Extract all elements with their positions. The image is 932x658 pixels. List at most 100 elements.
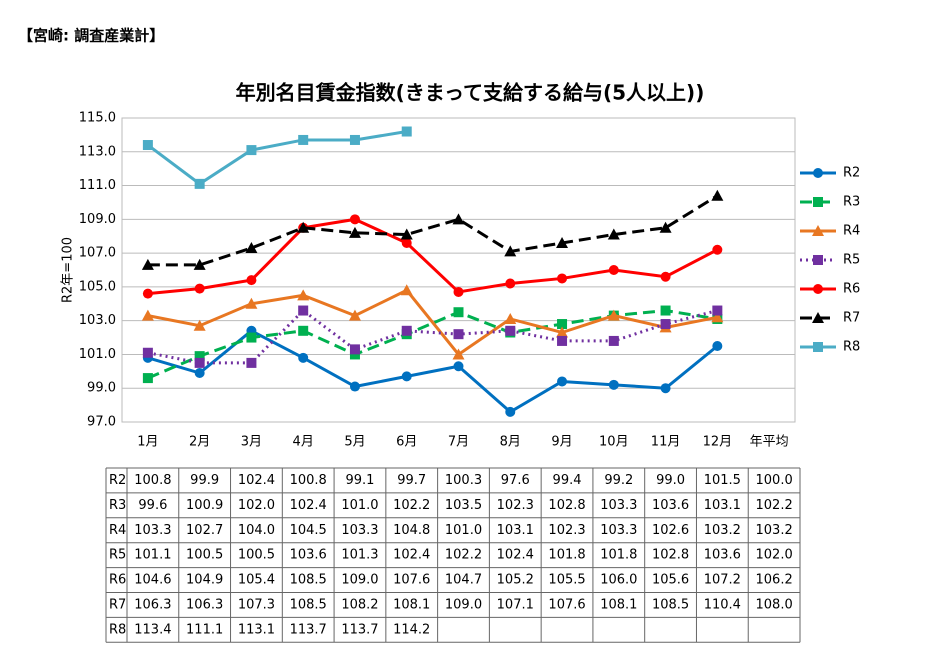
table-cell: 103.1 [704,498,741,513]
y-axis-label: R2年=100 [61,237,76,303]
table-cell: 102.8 [652,548,689,563]
table-cell: 100.0 [756,473,793,488]
y-tick-label: 107.0 [79,246,116,261]
point [711,311,724,323]
y-tick-label: 113.0 [79,144,116,159]
table-cell: 109.0 [445,597,482,612]
table-cell: 99.6 [138,498,167,513]
point [401,126,412,137]
table-cell: 108.5 [290,597,327,612]
table-cell: 106.3 [134,597,171,612]
point [401,237,412,248]
table-cell: 108.5 [290,573,327,588]
point [194,368,205,379]
table-cell: 109.0 [341,573,378,588]
table-cell: 103.1 [497,523,534,538]
table-cell: 108.5 [652,597,689,612]
point [193,319,206,331]
legend-label: R5 [843,253,860,268]
legend-label: R4 [843,224,860,239]
table-cell: 103.5 [445,498,482,513]
point [194,178,205,189]
table-row-header: R5 [109,548,126,563]
point [349,134,360,145]
point [401,371,412,382]
point [453,361,464,372]
point [452,348,465,360]
point [142,347,153,358]
series-line [147,288,718,357]
table-cell: 102.2 [393,498,430,513]
legend-marker [813,284,823,294]
table-row-header: R7 [109,597,126,612]
table-cell: 113.4 [134,622,171,637]
table-cell: 103.6 [652,498,689,513]
point [142,288,153,299]
plot-frame [121,117,796,423]
point [298,305,309,316]
y-tick-label: 105.0 [79,279,116,294]
point [607,309,620,321]
y-tick-label: 103.0 [79,313,116,328]
y-tick-label: 97.0 [87,415,116,430]
point [245,242,258,254]
table-cell: 105.5 [548,573,585,588]
point [298,325,309,336]
point [712,341,723,351]
table-cell: 102.4 [238,473,275,488]
table-cell: 101.8 [548,548,585,563]
table-cell: 105.2 [497,573,534,588]
y-tick-label: 111.0 [79,178,116,193]
table-cell: 104.9 [186,573,223,588]
table-cell: 97.6 [501,473,530,488]
table-cell: 102.4 [497,548,534,563]
x-tick-label: 10月 [599,435,629,450]
point [556,236,569,248]
point [504,312,517,324]
table-cell: 102.2 [445,548,482,563]
series-line [146,130,407,186]
table-cell: 99.2 [604,473,633,488]
point [712,244,723,255]
table-cell: 113.1 [238,622,275,637]
point [142,373,153,384]
table-cell: 106.2 [756,573,793,588]
x-tick-label: 12月 [703,435,733,450]
point [505,278,516,289]
table-cell: 102.2 [756,498,793,513]
table-cell: 103.6 [290,548,327,563]
page-header: 【宮崎: 調査産業計】 [18,27,164,45]
legend-label: R6 [843,282,860,297]
legend-marker [813,168,823,178]
point [400,228,413,240]
point [349,349,360,360]
point [557,319,568,330]
table-cell: 104.5 [290,523,327,538]
point [246,357,257,368]
point [504,245,517,257]
table-cell: 106.0 [600,573,637,588]
x-tick-label: 8月 [500,435,521,450]
point [298,352,309,363]
point [711,189,724,201]
point [556,326,569,338]
table-cell: 105.4 [238,573,275,588]
table-cell: 99.9 [190,473,219,488]
table-cell: 100.9 [186,498,223,513]
table-cell: 102.6 [652,523,689,538]
series-line [147,329,719,414]
point [660,271,671,282]
table-cell: 103.3 [600,523,637,538]
table-row-header: R3 [109,498,126,513]
point [194,283,205,294]
point [297,289,310,301]
table-cell: 107.6 [548,597,585,612]
table-cell: 101.0 [341,498,378,513]
x-tick-label: 7月 [448,435,469,450]
point [505,325,516,336]
point [246,332,257,343]
point [557,273,568,284]
table-cell: 111.1 [186,622,223,637]
point [401,325,412,336]
